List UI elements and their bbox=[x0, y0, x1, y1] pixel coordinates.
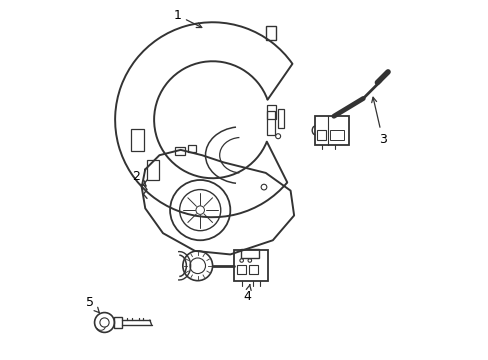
Text: 2: 2 bbox=[132, 170, 146, 186]
Bar bbox=[147, 159, 158, 180]
Text: 5: 5 bbox=[86, 297, 99, 313]
Bar bbox=[277, 109, 284, 129]
Bar bbox=[233, 250, 267, 281]
Bar bbox=[265, 26, 275, 40]
Bar bbox=[241, 249, 258, 258]
Bar bbox=[248, 265, 257, 274]
Text: 1: 1 bbox=[173, 9, 202, 27]
Bar bbox=[236, 265, 245, 274]
Bar bbox=[114, 317, 121, 328]
Bar bbox=[329, 130, 344, 140]
Bar bbox=[175, 147, 185, 155]
Bar bbox=[267, 105, 276, 119]
Text: 4: 4 bbox=[243, 285, 251, 303]
Bar bbox=[187, 145, 195, 152]
Bar bbox=[267, 111, 275, 135]
Bar bbox=[315, 116, 348, 145]
Bar bbox=[317, 130, 325, 140]
Text: 3: 3 bbox=[371, 97, 386, 146]
Bar bbox=[130, 129, 144, 151]
